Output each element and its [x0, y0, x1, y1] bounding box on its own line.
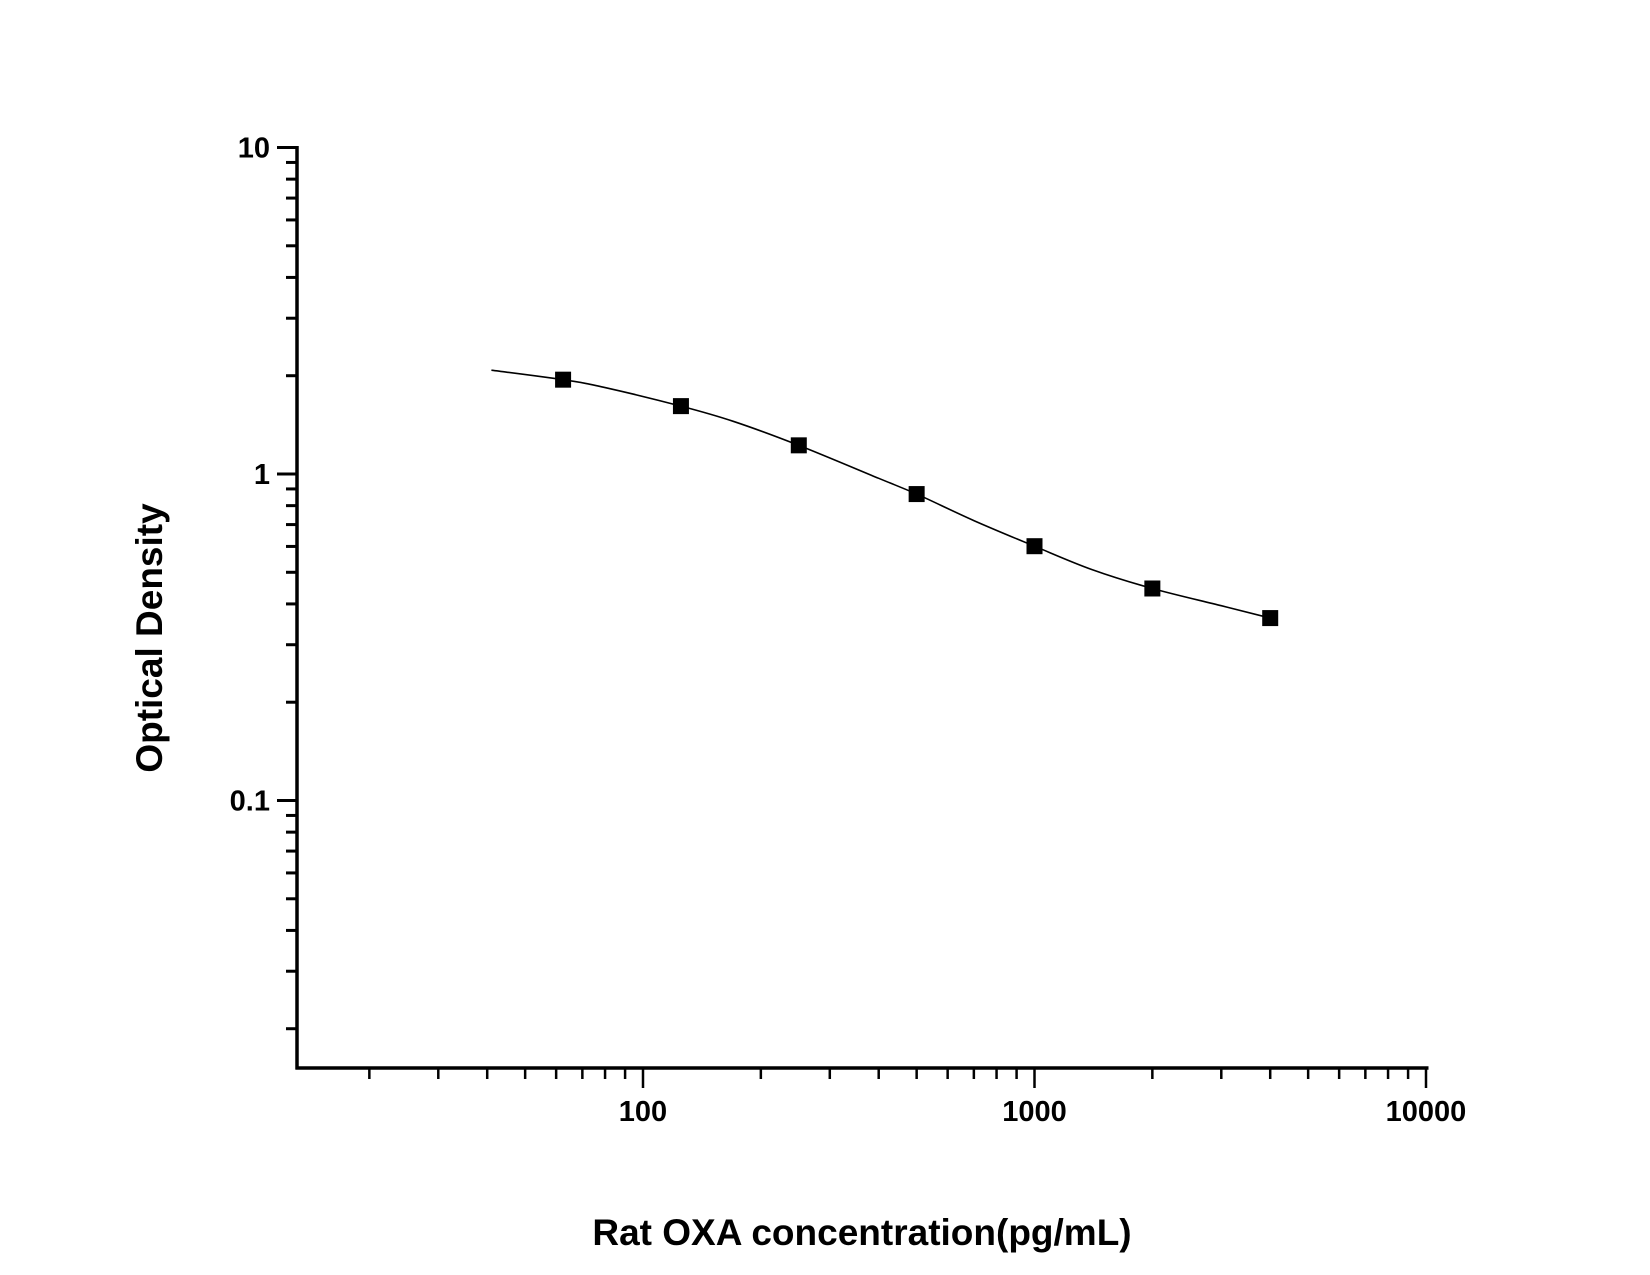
- x-tick-label: 10000: [1386, 1096, 1467, 1128]
- data-point: [790, 437, 807, 454]
- data-point: [1026, 538, 1043, 555]
- x-axis-title: Rat OXA concentration(pg/mL): [592, 1212, 1131, 1253]
- data-point: [908, 486, 925, 503]
- y-tick-label: 1: [254, 459, 270, 491]
- tick-labels: 100 1000 10000 10 1 0.1: [230, 133, 1467, 1129]
- y-axis-title: Optical Density: [129, 503, 170, 773]
- x-tick-label: 1000: [1002, 1096, 1067, 1128]
- ticks: [277, 146, 1428, 1088]
- data-point: [1144, 580, 1161, 597]
- axes: [295, 146, 1429, 1070]
- y-tick-label: 10: [238, 133, 270, 165]
- x-tick-label: 100: [619, 1096, 667, 1128]
- data-point: [1262, 610, 1279, 627]
- data-points: [555, 371, 1279, 627]
- y-tick-label: 0.1: [230, 786, 270, 818]
- data-point: [672, 398, 689, 415]
- data-point: [555, 371, 572, 388]
